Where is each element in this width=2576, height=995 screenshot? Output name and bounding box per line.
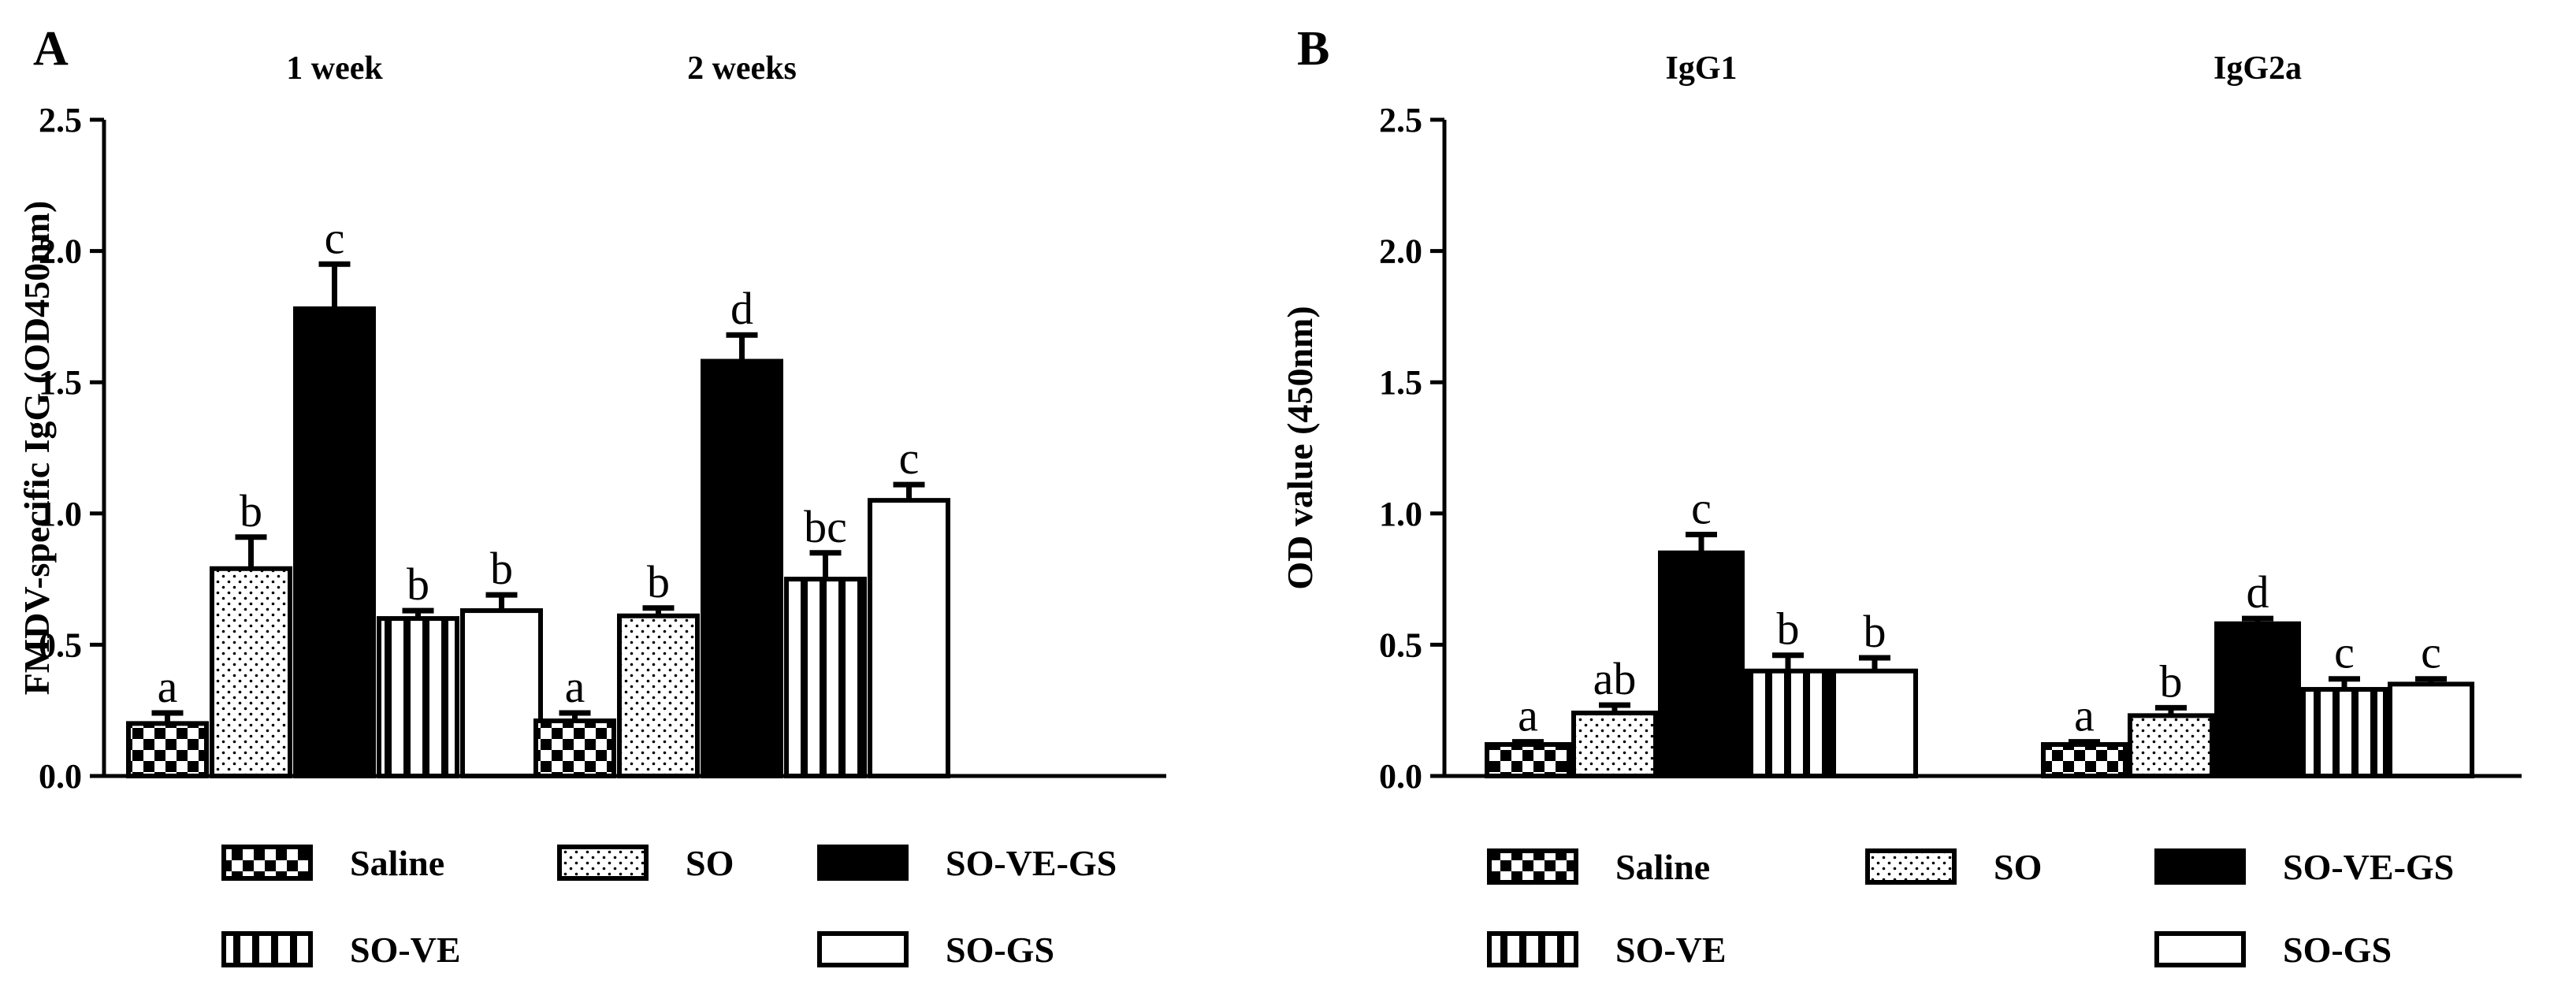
- legend-panel-a: Saline SO SO-VE-GS SO-VE SO-GS: [221, 843, 1117, 970]
- y-tick-label-b: 0.0: [1379, 757, 1422, 796]
- bar-so-gs: [460, 608, 543, 778]
- significance-label: b: [1777, 603, 1800, 655]
- legend-swatch-so-ve-gs: [2154, 848, 2246, 885]
- group-title-a: 1 week: [286, 50, 383, 87]
- legend-swatch-so-ve: [221, 931, 313, 967]
- panel-label-b: B: [1297, 22, 1329, 76]
- bar-so-ve: [377, 616, 459, 779]
- significance-label: b: [647, 556, 670, 607]
- legend-label: SO: [1994, 847, 2042, 887]
- bar-so: [210, 566, 292, 778]
- bar-saline: [533, 718, 616, 779]
- y-tick-label-b: 2.0: [1379, 232, 1422, 271]
- y-tick-label-b: 1.5: [1379, 363, 1422, 402]
- significance-label: c: [899, 433, 920, 484]
- y-axis-title-b: OD value (450nm): [1280, 306, 1320, 589]
- y-tick-label-b: 1.0: [1379, 495, 1422, 533]
- y-tick-label-a: 0.5: [39, 626, 82, 664]
- significance-label: b: [1864, 606, 1886, 657]
- significance-label: b: [240, 485, 262, 536]
- panel-label-a: A: [33, 22, 69, 76]
- bar-so: [617, 613, 700, 778]
- y-tick-label-a: 2.5: [39, 101, 82, 139]
- significance-label: a: [565, 661, 585, 712]
- significance-label: a: [2074, 690, 2095, 741]
- y-axis-title-a: FMDV-specific IgG (OD450nm): [17, 201, 57, 696]
- y-tick-label-a: 0.0: [39, 757, 82, 796]
- significance-label: b: [2160, 655, 2183, 707]
- legend-label: SO: [686, 843, 734, 883]
- bar-so-ve: [2301, 687, 2388, 779]
- significance-label: c: [2334, 627, 2355, 678]
- bar-saline: [1485, 742, 1571, 778]
- significance-label: bc: [804, 501, 847, 552]
- significance-label: a: [1518, 690, 1538, 741]
- legend-swatch-so-gs: [2154, 931, 2246, 967]
- bar-so-ve: [1745, 668, 1831, 778]
- y-tick-label-a: 1.5: [39, 363, 82, 402]
- bar-so-gs: [2388, 681, 2474, 779]
- legend-swatch-so: [557, 845, 649, 881]
- panel-a-chart: 0.0 0.5 1.0 1.5 2.0 2.5 FMDV-specific IgG (OD4…: [17, 50, 1166, 796]
- legend-swatch-so-gs: [817, 931, 909, 967]
- group-title-b: IgG1: [1665, 50, 1737, 87]
- significance-label: b: [407, 559, 429, 610]
- panel-b-chart: 0.0 0.5 1.0 1.5 2.0 2.5 OD value (450nm) IgG1 a a…: [1280, 50, 2522, 796]
- legend-label: SO-VE-GS: [946, 843, 1117, 883]
- legend-swatch-saline: [1487, 848, 1578, 885]
- bar-so-ve-gs: [701, 358, 783, 778]
- bar-so-ve-gs: [1658, 550, 1745, 779]
- significance-label: d: [2247, 566, 2269, 618]
- group-title-a: 2 weeks: [687, 50, 797, 87]
- significance-label: a: [158, 661, 178, 712]
- y-tick-label-a: 1.0: [39, 495, 82, 533]
- y-tick-label-b: 2.5: [1379, 101, 1422, 139]
- legend-label: SO-VE-GS: [2283, 847, 2454, 887]
- bar-saline: [2041, 742, 2128, 778]
- y-tick-label-b: 0.5: [1379, 626, 1422, 664]
- significance-label: ab: [1593, 653, 1637, 704]
- bar-so-ve-gs: [2214, 621, 2301, 779]
- group-title-b: IgG2a: [2214, 50, 2302, 87]
- legend-swatch-saline: [221, 845, 313, 881]
- legend-label: Saline: [350, 843, 444, 883]
- legend-label: SO-VE: [1615, 930, 1727, 970]
- bar-so: [2128, 713, 2214, 779]
- legend-label: SO-GS: [946, 930, 1054, 970]
- significance-label: b: [490, 543, 513, 594]
- bar-so: [1571, 711, 1658, 778]
- legend-label: SO-VE: [350, 930, 461, 970]
- bar-so-gs: [868, 498, 950, 778]
- legend-label: SO-GS: [2283, 930, 2392, 970]
- significance-label: c: [1691, 482, 1712, 533]
- legend-swatch-so-ve-gs: [817, 845, 909, 881]
- bar-saline: [126, 721, 209, 778]
- bar-so-ve-gs: [293, 306, 376, 778]
- legend-swatch-so-ve: [1487, 931, 1578, 967]
- legend-swatch-so: [1865, 848, 1957, 885]
- significance-label: c: [2421, 627, 2441, 678]
- significance-label: d: [730, 283, 753, 334]
- bar-so-gs: [1831, 668, 1918, 778]
- legend-label: Saline: [1615, 847, 1710, 887]
- bar-so-ve: [784, 577, 867, 778]
- significance-label: c: [325, 212, 345, 263]
- y-tick-label-a: 2.0: [39, 232, 82, 271]
- legend-panel-b: Saline SO SO-VE-GS SO-VE SO-GS: [1487, 847, 2454, 970]
